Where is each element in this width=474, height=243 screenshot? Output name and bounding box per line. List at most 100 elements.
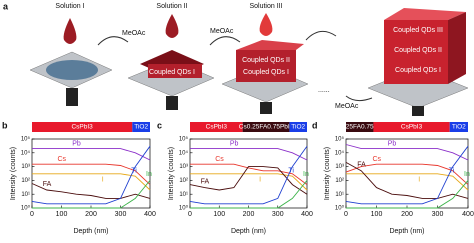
x-tick-label: 200 xyxy=(85,211,97,218)
series-line xyxy=(32,173,151,191)
series-label: FA xyxy=(201,178,210,185)
series-label: In xyxy=(303,171,309,178)
layer-label: Coupled QDs III xyxy=(393,27,443,34)
y-axis-label: Intensity (counts) xyxy=(10,147,17,200)
solution-label: Solution III xyxy=(249,3,282,10)
chuck xyxy=(66,88,78,106)
series-label: Pb xyxy=(72,140,81,147)
layer-label: CsPbI3 xyxy=(206,124,228,131)
y-tick-label: 10² xyxy=(179,178,188,184)
x-tick-label: 100 xyxy=(56,211,68,218)
series-label: I xyxy=(418,177,420,184)
x-tick-label: 100 xyxy=(371,211,383,218)
series-label: Cs xyxy=(58,156,67,163)
panel-label: b xyxy=(2,120,8,130)
layer-label: TiO2 xyxy=(291,124,305,131)
y-tick-label: 10⁰ xyxy=(179,205,189,212)
y-tick-label: 10⁴ xyxy=(179,149,189,156)
series-label: Ti xyxy=(131,167,137,174)
x-axis-label: Depth (nm) xyxy=(73,228,108,235)
y-tick-label: 10³ xyxy=(179,164,188,170)
y-tick-label: 10⁴ xyxy=(21,149,31,156)
layer-bar xyxy=(242,122,290,132)
layer-bar xyxy=(132,122,150,132)
series-line xyxy=(32,148,151,161)
series-line xyxy=(190,180,308,209)
x-tick-label: 400 xyxy=(301,211,313,218)
panel-label: c xyxy=(157,120,162,130)
qd-layer xyxy=(236,40,304,50)
series-label: Ti xyxy=(288,167,294,174)
y-tick-label: 10¹ xyxy=(179,192,188,198)
x-tick-label: 0 xyxy=(30,211,34,218)
layer-bar xyxy=(190,122,243,132)
x-tick-label: 0 xyxy=(344,211,348,218)
series-label: Pb xyxy=(388,140,397,147)
droplet xyxy=(165,14,179,38)
layer-label: Cs0.25FA0.75PbI3 xyxy=(239,124,294,131)
chuck xyxy=(166,96,178,110)
layer-bar xyxy=(346,122,374,132)
layer-label: CsPbI3 xyxy=(401,124,423,131)
x-axis-label: Depth (nm) xyxy=(231,228,266,235)
series-label: I xyxy=(102,177,104,184)
y-axis-label: Intensity (counts) xyxy=(324,147,331,200)
y-tick-label: 10¹ xyxy=(21,192,30,198)
x-tick-label: 0 xyxy=(188,211,192,218)
series-line xyxy=(345,162,469,199)
arrow xyxy=(305,30,337,41)
antisolvent-label: MeOAc xyxy=(335,103,359,110)
x-axis-label: Depth (nm) xyxy=(389,228,424,235)
series-label: I xyxy=(259,177,261,184)
layer-label: TiO2 xyxy=(134,124,148,131)
series-line xyxy=(189,166,308,195)
y-tick-label: 10⁵ xyxy=(179,136,189,143)
series-line xyxy=(31,145,151,205)
layer-label: Cs0.25FA0.75PbI3 xyxy=(332,124,387,131)
x-tick-label: 300 xyxy=(432,211,444,218)
y-tick-label: 10⁵ xyxy=(335,136,345,143)
schematic: a Solution I MeOAc Solution II Coupled Q… xyxy=(3,1,469,116)
layer-label: Coupled QDs II xyxy=(394,47,442,54)
y-axis-label: Intensity (counts) xyxy=(168,147,175,200)
x-tick-label: 300 xyxy=(272,211,284,218)
y-tick-label: 10⁰ xyxy=(335,205,345,212)
qd-layer xyxy=(236,50,296,82)
qd-stack xyxy=(384,20,448,84)
y-tick-label: 10⁰ xyxy=(21,205,31,212)
series-line xyxy=(345,145,469,205)
panel-label: a xyxy=(3,1,9,11)
y-tick-label: 10² xyxy=(335,178,344,184)
droplet xyxy=(259,13,273,36)
x-tick-label: 200 xyxy=(243,211,255,218)
qd-layer xyxy=(148,64,202,78)
y-tick-label: 10³ xyxy=(21,164,30,170)
antisolvent-label: MeOAc xyxy=(210,28,234,35)
layer-label: CsPbI3 xyxy=(71,124,93,131)
droplet xyxy=(63,18,77,44)
chuck xyxy=(412,106,424,116)
series-line xyxy=(32,180,151,209)
film xyxy=(46,60,98,80)
series-line xyxy=(346,180,469,209)
series-line xyxy=(190,163,308,185)
arrow xyxy=(345,95,373,102)
layer-label: Coupled QDs I xyxy=(395,67,441,74)
series-label: FA xyxy=(43,181,52,188)
series-label: FA xyxy=(357,162,366,169)
series-label: In xyxy=(146,171,152,178)
series-line xyxy=(31,183,151,199)
y-tick-label: 10⁵ xyxy=(21,136,31,143)
layer-label: Coupled QDs I xyxy=(243,69,289,76)
x-tick-label: 400 xyxy=(462,211,474,218)
y-tick-label: 10³ xyxy=(335,164,344,170)
antisolvent-label: MeOAc xyxy=(122,30,146,37)
series-label: Cs xyxy=(215,156,224,163)
layer-label: Coupled QDs I xyxy=(149,69,195,76)
series-label: In xyxy=(464,171,470,178)
x-tick-label: 400 xyxy=(144,211,156,218)
series-line xyxy=(189,145,308,205)
panel-label: d xyxy=(312,120,318,130)
series-label: Cs xyxy=(373,156,382,163)
